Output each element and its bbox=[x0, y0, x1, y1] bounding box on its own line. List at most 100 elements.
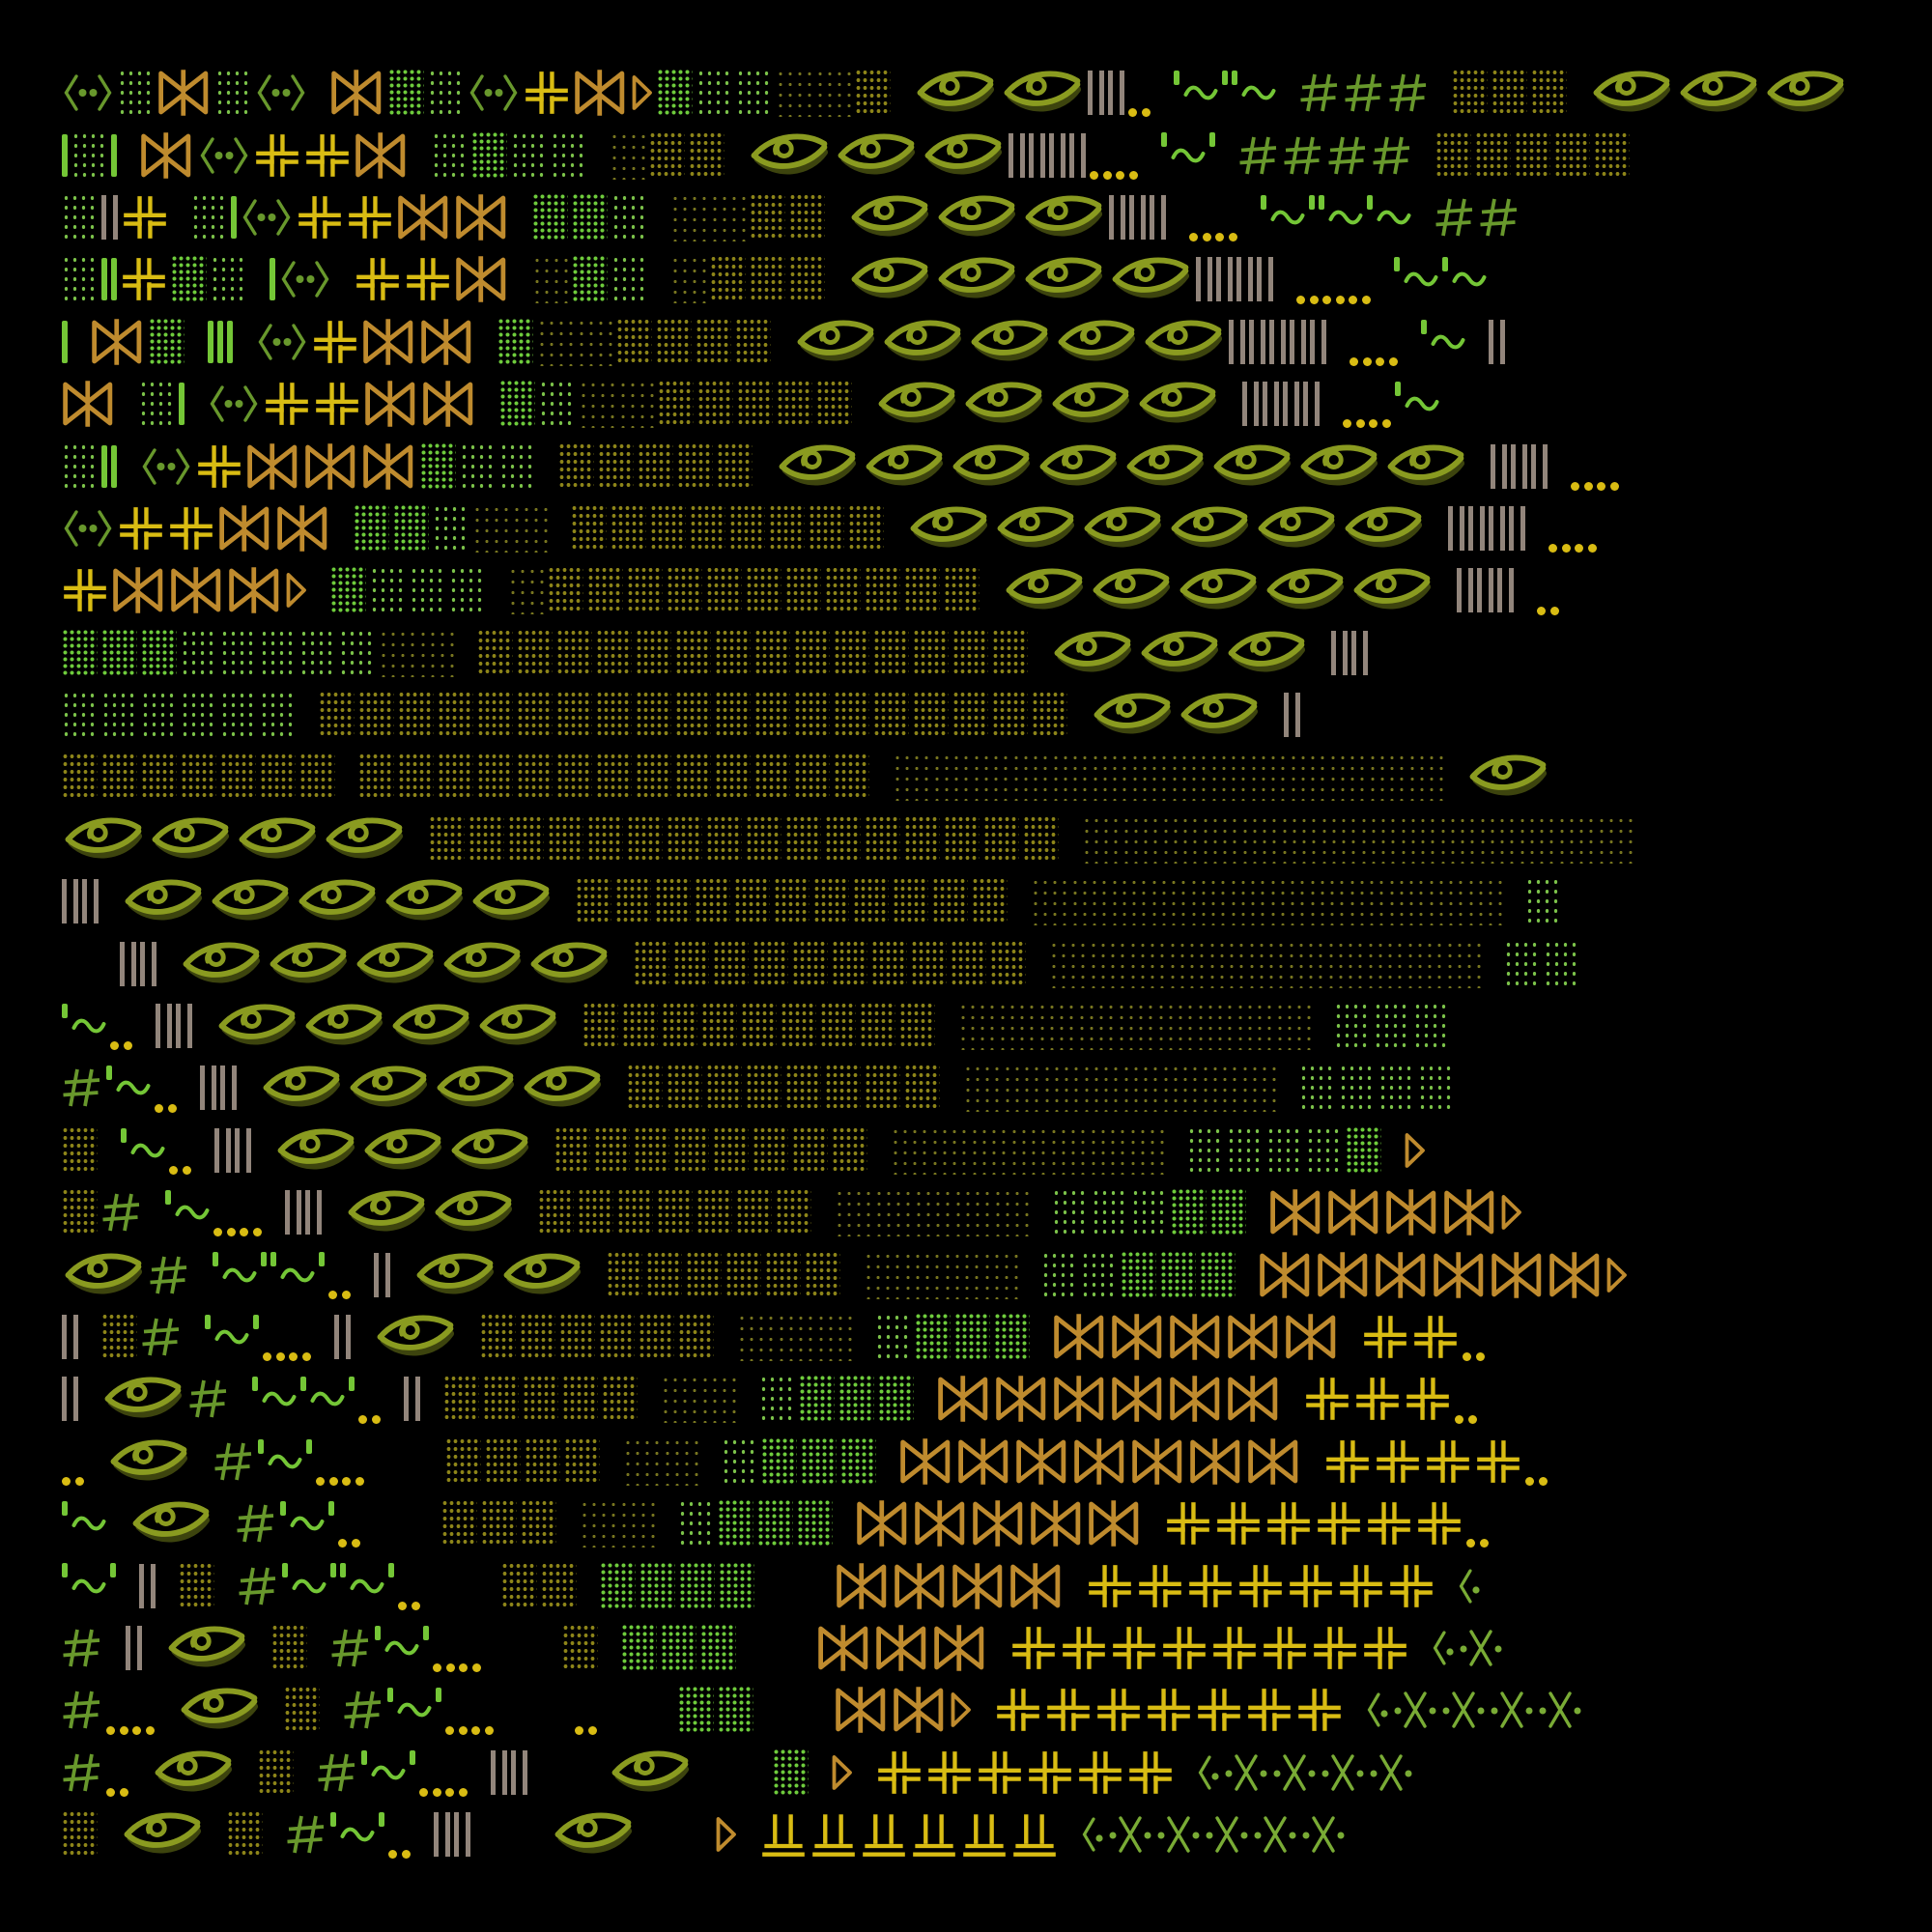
dot-pair-icon bbox=[388, 1850, 411, 1860]
stipple-block-olive-dense bbox=[477, 691, 513, 740]
tilde-icon bbox=[1405, 393, 1439, 414]
eye-icon bbox=[914, 68, 997, 118]
spacer bbox=[871, 1150, 887, 1151]
double-cross-icon bbox=[1095, 1685, 1142, 1735]
stipple-block-olive-sparse bbox=[815, 69, 851, 118]
double-tee-icon bbox=[961, 1810, 1008, 1859]
spacer bbox=[241, 1087, 256, 1089]
bowtie-icon bbox=[899, 1437, 953, 1486]
double-cross-icon bbox=[1416, 1498, 1463, 1548]
double-cross-icon bbox=[1354, 1374, 1401, 1424]
spacer bbox=[641, 1398, 657, 1400]
stipple-block-green-dense bbox=[700, 1623, 736, 1672]
stipple-block-green-sparse bbox=[118, 69, 154, 118]
hash-icon bbox=[236, 1501, 276, 1546]
angle-brackets-dots-icon bbox=[468, 69, 520, 117]
double-bar-icon bbox=[62, 879, 78, 924]
stipple-block-green-dense bbox=[572, 255, 608, 304]
stipple-block-olive-sparse bbox=[1122, 1064, 1157, 1113]
dot-pair-icon bbox=[471, 1725, 494, 1735]
eye-icon bbox=[413, 1250, 497, 1300]
stipple-block-olive-dense bbox=[717, 441, 753, 491]
bowtie-icon bbox=[995, 1375, 1049, 1423]
double-bar-icon bbox=[1477, 568, 1493, 613]
bowtie-icon bbox=[1385, 1188, 1439, 1236]
dot-pair-icon bbox=[575, 1725, 597, 1735]
spacer bbox=[1469, 341, 1485, 343]
stipple-block-green-sparse bbox=[62, 441, 98, 491]
eye-icon bbox=[950, 441, 1033, 492]
stipple-block-olive-dense bbox=[785, 1064, 821, 1113]
eye-icon bbox=[1090, 565, 1173, 615]
double-bar-icon bbox=[404, 1377, 420, 1422]
stipple-block-green-sparse bbox=[1413, 1002, 1449, 1051]
double-bar-icon bbox=[1497, 568, 1514, 613]
double-cross-icon bbox=[1338, 1561, 1384, 1611]
stipple-block-green-sparse bbox=[1052, 1188, 1088, 1237]
stipple-block-olive-dense bbox=[765, 1250, 801, 1299]
stipple-block-green-sparse bbox=[1266, 1125, 1302, 1175]
wide-spacer bbox=[387, 1461, 441, 1463]
stipple-block-olive-dense bbox=[101, 1313, 137, 1361]
wide-spacer bbox=[620, 1709, 674, 1711]
spacer bbox=[513, 278, 528, 280]
stipple-block-olive-sparse bbox=[661, 1375, 696, 1424]
stipple-block-olive-sparse bbox=[1077, 1002, 1113, 1051]
stipple-block-olive-dense bbox=[607, 1250, 642, 1299]
spacer bbox=[991, 1647, 1007, 1649]
bowtie-icon bbox=[1227, 1313, 1281, 1361]
angle-dot-icon bbox=[1366, 1687, 1389, 1733]
stipple-block-olive-sparse bbox=[1387, 877, 1423, 926]
stipple-block-olive-dense bbox=[913, 691, 949, 740]
eye-icon bbox=[129, 1498, 213, 1548]
spacer bbox=[1529, 527, 1545, 529]
stipple-block-olive-dense bbox=[517, 628, 553, 677]
eye-icon bbox=[1264, 565, 1347, 615]
glyph-row bbox=[62, 1492, 1870, 1554]
green-bar-icon bbox=[62, 320, 68, 363]
dot-pair-icon bbox=[132, 1725, 155, 1735]
spacer bbox=[471, 1772, 487, 1774]
angle-brackets-dots-icon bbox=[140, 442, 192, 491]
spacer bbox=[659, 1522, 674, 1524]
angle-brackets-dots-icon bbox=[62, 504, 114, 553]
spacer bbox=[1285, 1398, 1300, 1400]
eye-icon bbox=[267, 939, 350, 989]
stipple-block-olive-sparse bbox=[737, 1313, 773, 1361]
stipple-block-olive-dense bbox=[713, 939, 749, 988]
stipple-block-olive-dense bbox=[675, 753, 711, 802]
stipple-block-olive-dense bbox=[443, 1375, 479, 1424]
glyph-row bbox=[62, 1679, 1870, 1741]
stipple-block-green-sparse bbox=[1131, 1188, 1167, 1237]
stipple-block-olive-dense bbox=[673, 939, 709, 988]
double-bar-icon bbox=[1331, 630, 1348, 675]
hash-icon bbox=[1299, 71, 1340, 115]
stipple-block-green-sparse bbox=[428, 69, 464, 118]
dot-pair-icon bbox=[106, 1787, 128, 1797]
spacer bbox=[110, 1522, 126, 1524]
half-bowtie-icon bbox=[716, 1810, 737, 1859]
spacer bbox=[266, 1211, 281, 1213]
apostrophe-icon bbox=[62, 1003, 68, 1018]
double-bar-icon bbox=[1069, 132, 1086, 178]
apostrophe-icon bbox=[62, 1563, 68, 1578]
bowtie-icon bbox=[957, 1437, 1011, 1486]
stipple-block-olive-dense bbox=[809, 503, 844, 553]
tilde-icon bbox=[71, 1015, 106, 1037]
eye-icon bbox=[434, 1063, 517, 1113]
stipple-block-olive-dense bbox=[753, 939, 788, 988]
stipple-block-olive-dense bbox=[689, 130, 724, 180]
stipple-block-green-sparse bbox=[1339, 1064, 1375, 1113]
stipple-block-olive-dense bbox=[675, 691, 711, 740]
stipple-block-olive-dense bbox=[729, 503, 765, 553]
stipple-block-green-dense bbox=[1346, 1125, 1381, 1175]
dot-pair-icon bbox=[1463, 1352, 1485, 1362]
spacer bbox=[758, 1585, 774, 1587]
spacer bbox=[132, 1772, 148, 1774]
eye-icon bbox=[1037, 441, 1120, 492]
stipple-block-olive-dense bbox=[598, 441, 634, 491]
stipple-block-olive-dense bbox=[617, 1188, 653, 1237]
eye-icon bbox=[101, 1374, 185, 1424]
tilde-icon bbox=[1377, 207, 1411, 228]
